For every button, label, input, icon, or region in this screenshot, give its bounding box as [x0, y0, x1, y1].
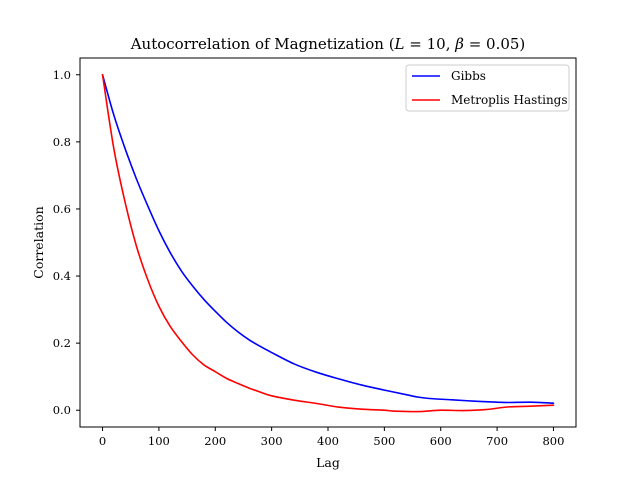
y-axis-label: Correlation	[31, 206, 46, 279]
x-tick-label: 0	[99, 434, 106, 448]
x-tick-label: 700	[486, 434, 508, 448]
x-tick-label: 800	[542, 434, 564, 448]
series-line-gibbs	[101, 73, 555, 404]
x-axis-ticks: 0 100 200 300 400 500 600 700 800	[99, 427, 564, 448]
y-axis-ticks: 0.0 0.2 0.4 0.6 0.8 1.0	[53, 68, 80, 417]
x-tick-label: 500	[373, 434, 395, 448]
legend-label: Gibbs	[451, 69, 486, 83]
x-tick-label: 200	[204, 434, 226, 448]
legend: Gibbs Metroplis Hastings	[405, 64, 570, 112]
legend-label: Metroplis Hastings	[451, 93, 568, 107]
y-tick-label: 0.6	[53, 202, 71, 216]
legend-box	[405, 64, 570, 112]
series-lines	[101, 73, 555, 413]
x-tick-label: 600	[430, 434, 452, 448]
x-axis-label: Lag	[316, 455, 340, 470]
y-tick-label: 0.0	[53, 403, 71, 417]
x-tick-label: 300	[261, 434, 283, 448]
y-tick-label: 0.4	[53, 269, 71, 283]
y-tick-label: 1.0	[53, 68, 71, 82]
chart-title: Autocorrelation of Magnetization (L = 10…	[130, 35, 526, 53]
series-line-metropolis-hastings	[101, 73, 555, 413]
chart-title-text: Autocorrelation of Magnetization (L = 10…	[130, 35, 526, 53]
y-tick-label: 0.2	[53, 336, 71, 350]
y-tick-label: 0.8	[53, 135, 71, 149]
x-tick-label: 400	[317, 434, 339, 448]
x-tick-label: 100	[148, 434, 170, 448]
